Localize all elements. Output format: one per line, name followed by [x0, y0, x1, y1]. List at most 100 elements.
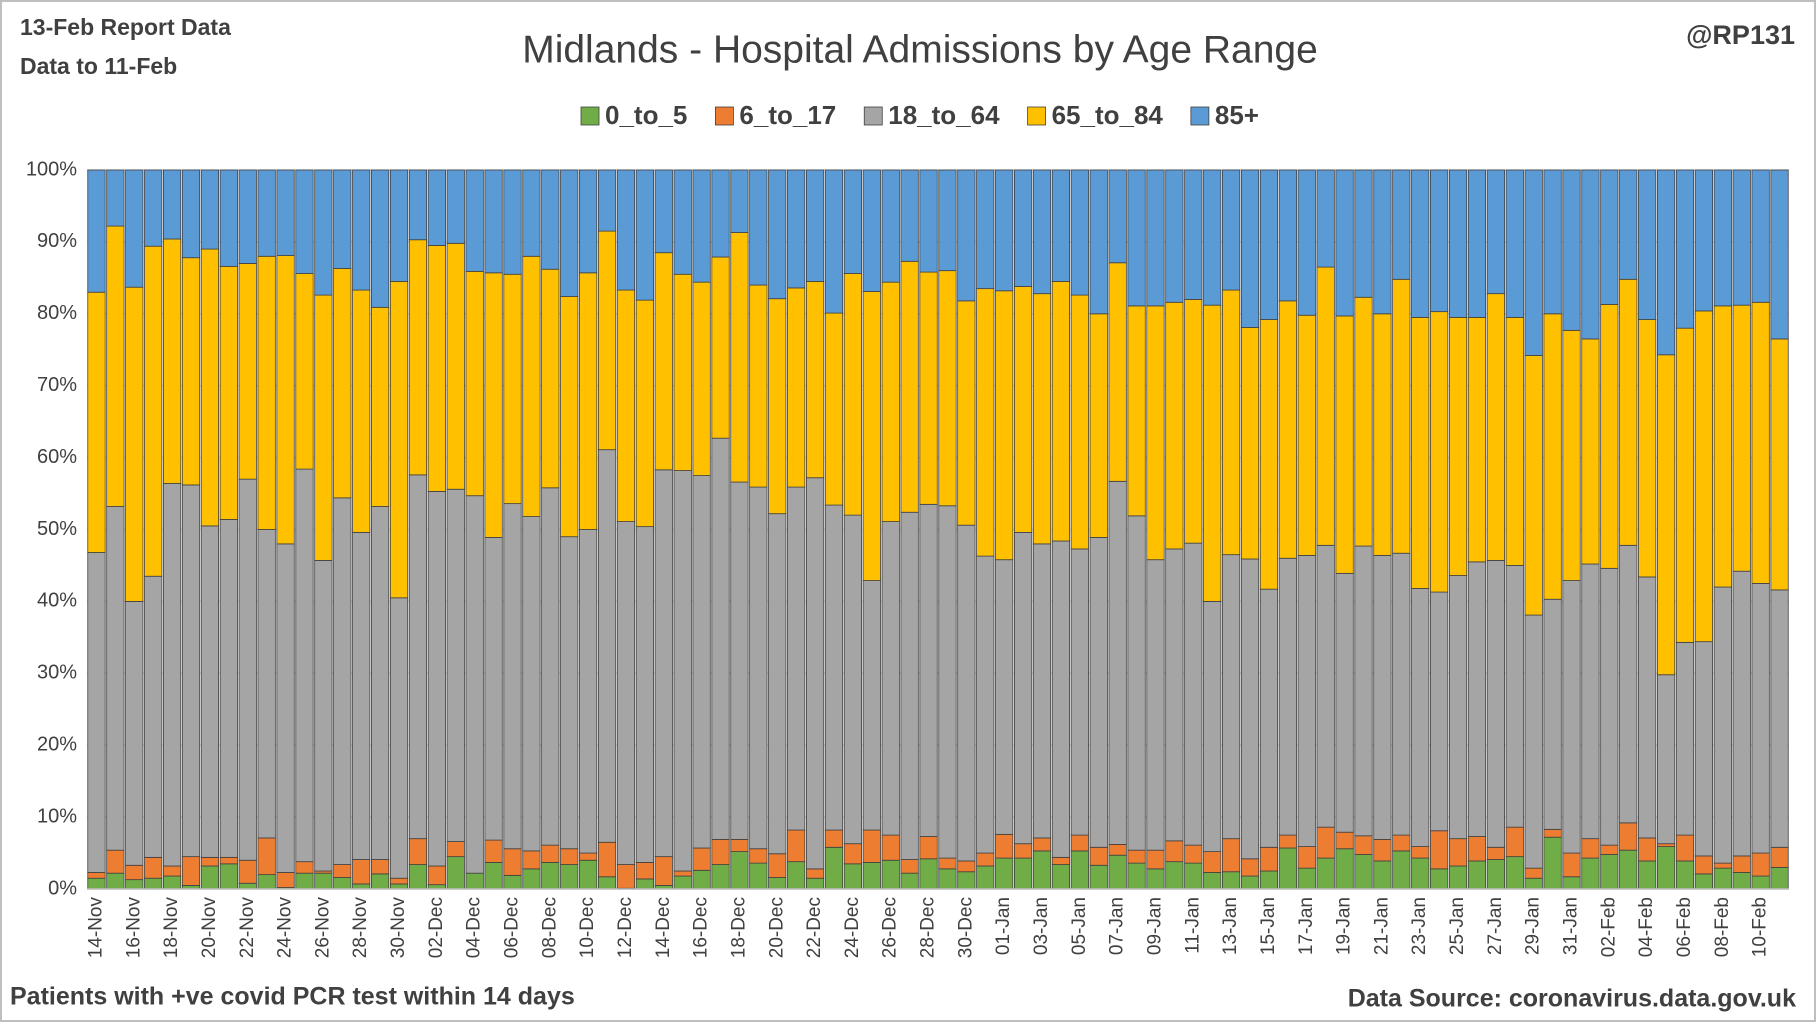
bar-segment: [938, 169, 957, 272]
bar-segment: [938, 857, 957, 870]
bar-segment: [635, 878, 654, 890]
x-tick-label: 18-Nov: [161, 897, 182, 959]
bar-segment: [900, 859, 919, 874]
bar-segment: [862, 580, 881, 831]
bar-segment: [881, 281, 900, 522]
bar-segment: [805, 477, 825, 870]
bar-segment: [503, 848, 522, 876]
bar-segment: [616, 289, 636, 522]
bar-segment: [1411, 316, 1430, 589]
bar-segment: [1562, 169, 1581, 331]
bar-segment: [1467, 860, 1487, 890]
bar-segment: [1089, 864, 1108, 890]
bar-segment: [938, 868, 957, 890]
bar-segment: [1240, 327, 1260, 560]
legend-label: 0_to_5: [605, 100, 687, 130]
bar-segment: [257, 169, 276, 257]
bar-segment: [1448, 865, 1468, 890]
bar-segment: [144, 169, 163, 247]
bar-segment: [730, 851, 749, 890]
x-tick-label: 13-Jan: [1220, 897, 1241, 955]
x-tick-label: 06-Feb: [1674, 897, 1695, 957]
legend-label: 65_to_84: [1052, 100, 1164, 130]
header-left: 13-Feb Report Data: [20, 14, 231, 40]
bar-segment: [635, 861, 654, 880]
bar-segment: [1032, 850, 1052, 890]
bar-segment: [938, 270, 957, 507]
bar-segment: [1014, 169, 1033, 287]
y-tick-label: 100%: [26, 158, 77, 180]
x-tick-label: 08-Dec: [539, 897, 560, 958]
bar-segment: [673, 169, 692, 275]
bar-segment: [238, 169, 257, 264]
bar-segment: [163, 865, 182, 877]
bar-segment: [597, 876, 617, 890]
bar-segment: [1184, 844, 1203, 864]
bar-segment: [824, 846, 844, 890]
bar-segment: [1675, 860, 1695, 890]
bar-segment: [1638, 860, 1657, 890]
x-tick-label: 10-Dec: [577, 897, 598, 958]
bar-segment: [1770, 846, 1789, 868]
bar-segment: [1373, 860, 1392, 890]
bar-segment: [1032, 169, 1052, 295]
bar-segment: [1146, 305, 1165, 561]
header-right: @RP131: [1686, 20, 1795, 50]
bar-segment: [957, 169, 976, 302]
bar-segment: [427, 490, 446, 867]
bar-segment: [371, 873, 390, 890]
bar-segment: [87, 291, 106, 553]
bar-segment: [1694, 169, 1713, 312]
bar-segment: [1051, 856, 1071, 865]
bar-segment: [257, 255, 276, 530]
bar-segment: [541, 487, 560, 846]
bar-segment: [1751, 583, 1770, 854]
bar-segment: [1259, 870, 1279, 890]
bar-segment: [1051, 169, 1071, 282]
bar-segment: [1751, 169, 1770, 303]
x-tick-label: 01-Jan: [993, 897, 1014, 955]
bar-segment: [995, 559, 1014, 835]
bar-segment: [200, 169, 220, 250]
bar-segment: [106, 872, 125, 890]
bar-segment: [730, 838, 749, 853]
bar-segment: [1089, 169, 1108, 315]
legend-swatch: [863, 106, 883, 126]
bar-segment: [635, 299, 654, 528]
bar-segment: [200, 865, 220, 890]
bar-segment: [787, 287, 806, 488]
bar-segment: [427, 245, 446, 492]
bar-segment: [1165, 169, 1184, 303]
y-tick-label: 20%: [37, 733, 77, 755]
bar-segment: [1108, 480, 1127, 845]
bar-segment: [87, 552, 106, 873]
bar-segment: [1486, 846, 1505, 860]
bar-segment: [1732, 304, 1751, 572]
bar-segment: [276, 169, 295, 256]
bar-segment: [1619, 822, 1638, 851]
legend-swatch: [1190, 106, 1210, 126]
bar-segment: [673, 875, 692, 890]
y-tick-label: 90%: [37, 230, 77, 252]
bar-segment: [805, 281, 825, 479]
bar-segment: [1467, 561, 1487, 837]
bar-segment: [560, 848, 579, 865]
bar-segment: [1751, 852, 1770, 877]
bar-segment: [1411, 846, 1430, 859]
bar-segment: [1240, 169, 1260, 328]
bar-segment: [1392, 169, 1411, 280]
chart-title: Midlands - Hospital Admissions by Age Ra…: [522, 28, 1318, 71]
bar-segment: [711, 864, 730, 890]
bar-segment: [1373, 838, 1392, 862]
bar-segment: [295, 861, 314, 874]
bar-segment: [1675, 834, 1695, 862]
bar-segment: [219, 169, 238, 267]
bar-segment: [1675, 169, 1695, 329]
bar-segment: [484, 839, 503, 863]
bar-segment: [465, 872, 484, 890]
bar-segment: [692, 847, 711, 871]
bar-segment: [1240, 858, 1260, 877]
bar-segment: [1373, 169, 1392, 315]
bar-segment: [1335, 831, 1354, 850]
bar-segment: [1430, 311, 1449, 593]
